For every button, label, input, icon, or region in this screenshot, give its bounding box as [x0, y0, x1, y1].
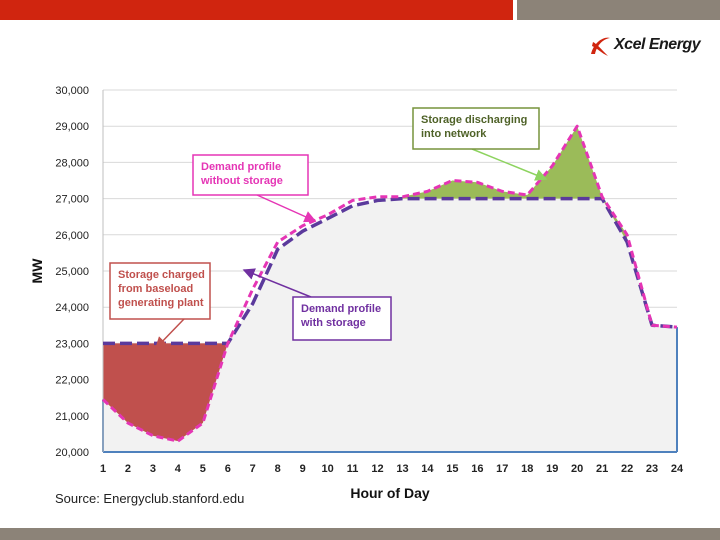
y-tick-label: 25,000: [55, 266, 89, 278]
y-tick-label: 26,000: [55, 230, 89, 242]
x-tick-label: 19: [546, 463, 558, 475]
x-tick-label: 8: [275, 463, 281, 475]
annotation-text: with storage: [300, 317, 366, 329]
y-tick-label: 22,000: [55, 375, 89, 387]
source-note: Source: Energyclub.stanford.edu: [55, 491, 245, 506]
area-storage-discharged: [402, 126, 628, 243]
x-tick-label: 7: [250, 463, 256, 475]
y-tick-label: 23,000: [55, 338, 89, 350]
x-tick-label: 1: [100, 463, 106, 475]
x-tick-label: 9: [300, 463, 306, 475]
annotation-text: Demand profile: [301, 303, 381, 315]
y-tick-label: 29,000: [55, 121, 89, 133]
annotations: Storage discharging into network Demand pr…: [109, 107, 548, 350]
axes: [102, 90, 678, 453]
x-tick-label: 20: [571, 463, 583, 475]
area-storage-charged: [103, 343, 228, 442]
x-tick-label: 13: [396, 463, 408, 475]
annotation-arrow: [471, 148, 548, 181]
footer-bar: [0, 528, 720, 540]
x-tick-label: 4: [175, 463, 182, 475]
series-line-with-storage: [103, 196, 678, 346]
x-tick-label: 6: [225, 463, 231, 475]
x-tick-label: 18: [521, 463, 533, 475]
y-tick-label: 27,000: [55, 194, 89, 206]
x-tick-label: 5: [200, 463, 206, 475]
xcel-swoosh-icon: [591, 37, 610, 56]
x-tick-label: 10: [321, 463, 333, 475]
header-bar-red: [0, 0, 513, 20]
x-tick-label: 24: [671, 463, 684, 475]
annotation-arrow: [154, 318, 185, 350]
y-tick-label: 20,000: [55, 447, 89, 459]
x-axis-label: Hour of Day: [350, 485, 430, 501]
annotation-box: [292, 296, 392, 341]
x-tick-label: 16: [471, 463, 483, 475]
annotation-box: [192, 154, 309, 196]
annotation-text: Storage charged: [118, 269, 205, 281]
tick-labels: 20,000 21,000 22,000 23,000 24,000 25,000 26,0…: [55, 85, 684, 475]
y-tick-label: 28,000: [55, 157, 89, 169]
annotation-box: [412, 107, 540, 150]
y-tick-label: 21,000: [55, 411, 89, 423]
y-tick-label: 30,000: [55, 85, 89, 97]
x-tick-label: 17: [496, 463, 508, 475]
annotation-text: without storage: [200, 175, 283, 187]
annotation-arrow: [242, 268, 312, 298]
x-tick-label: 2: [125, 463, 131, 475]
x-tick-label: 15: [446, 463, 458, 475]
series-line-without-storage: [101, 124, 678, 443]
annotation-arrow: [256, 194, 317, 223]
annotation-text: generating plant: [118, 297, 204, 309]
x-tick-label: 3: [150, 463, 156, 475]
x-tick-label: 22: [621, 463, 633, 475]
xcel-energy-logo: Xcel Energy: [588, 34, 708, 60]
x-tick-label: 12: [371, 463, 383, 475]
x-tick-label: 23: [646, 463, 658, 475]
annotation-text: from baseload: [118, 283, 193, 295]
header-bar-gray: [517, 0, 720, 20]
x-tick-label: 11: [347, 463, 359, 475]
logo-text: Xcel Energy: [614, 36, 701, 53]
annotation-box: [109, 262, 211, 320]
annotation-text: Demand profile: [201, 161, 281, 173]
x-tick-label: 14: [421, 463, 434, 475]
y-tick-label: 24,000: [55, 302, 89, 314]
annotation-text: into network: [421, 128, 487, 140]
series-lines: [101, 124, 678, 443]
x-tick-label: 21: [596, 463, 608, 475]
y-axis-label: MW: [29, 258, 45, 284]
annotation-text: Storage discharging: [421, 114, 527, 126]
